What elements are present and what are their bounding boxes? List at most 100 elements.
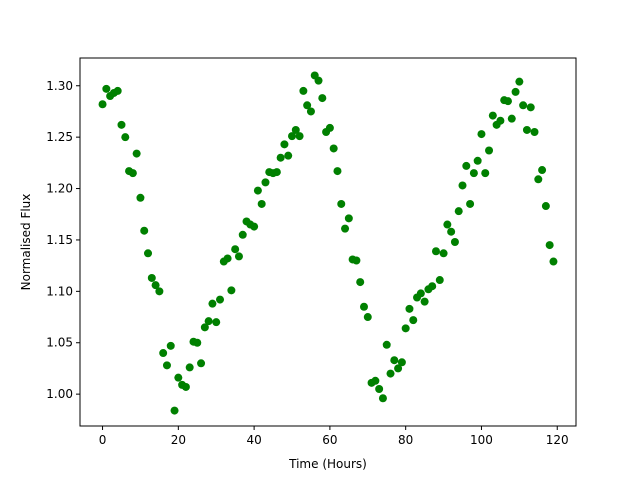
point	[113, 86, 122, 95]
point	[174, 373, 183, 382]
point	[295, 132, 304, 141]
point	[352, 256, 361, 265]
point	[405, 304, 414, 313]
point	[234, 252, 243, 261]
point	[394, 364, 403, 373]
point	[507, 114, 516, 123]
point	[250, 222, 259, 231]
point	[155, 287, 164, 296]
point	[458, 181, 467, 190]
point	[526, 103, 535, 112]
point	[431, 247, 440, 256]
point	[549, 257, 558, 266]
x-tick-label: 0	[99, 433, 107, 447]
point	[121, 133, 130, 142]
point	[291, 125, 300, 134]
point	[390, 356, 399, 365]
x-tick-label: 80	[398, 433, 413, 447]
point	[503, 97, 512, 106]
point	[288, 132, 297, 141]
y-tick-label: 1.20	[46, 182, 73, 196]
point	[356, 278, 365, 287]
point	[378, 394, 387, 403]
point	[140, 226, 149, 235]
point	[469, 169, 478, 178]
plot-frame	[79, 57, 577, 427]
point	[450, 238, 459, 246]
point	[443, 220, 452, 229]
point	[329, 144, 338, 153]
point	[488, 111, 497, 120]
y-tick-label: 1.15	[46, 233, 73, 247]
x-tick-label: 100	[470, 433, 493, 447]
point	[344, 214, 353, 223]
point	[231, 245, 240, 254]
point	[102, 84, 111, 93]
x-axis-label: Time (Hours)	[288, 457, 367, 471]
point	[144, 249, 153, 258]
point	[257, 199, 266, 208]
point	[162, 361, 171, 370]
point	[238, 230, 247, 239]
point	[272, 168, 281, 177]
point	[416, 289, 425, 298]
point	[306, 107, 315, 116]
point	[197, 359, 206, 368]
point	[466, 199, 475, 208]
point	[253, 186, 262, 195]
point	[454, 207, 463, 216]
point	[333, 167, 342, 176]
point	[481, 169, 490, 178]
point	[375, 384, 384, 393]
point	[170, 406, 179, 415]
point	[447, 227, 456, 236]
x-tick-label: 40	[246, 433, 261, 447]
y-tick-label: 1.05	[46, 336, 73, 350]
point	[223, 254, 232, 263]
point	[420, 297, 429, 306]
point	[117, 120, 126, 129]
point	[284, 151, 293, 160]
point	[212, 318, 221, 327]
y-axis-label: Normalised Flux	[19, 194, 33, 291]
x-tick-label: 20	[171, 433, 186, 447]
point	[477, 130, 486, 139]
point	[216, 295, 225, 304]
point	[200, 323, 209, 332]
point	[299, 86, 308, 95]
point	[462, 161, 471, 170]
x-tick-label: 120	[546, 433, 569, 447]
point	[193, 338, 202, 347]
point	[359, 302, 368, 311]
point	[534, 175, 543, 184]
point	[511, 87, 520, 96]
point	[428, 282, 437, 291]
point	[280, 140, 289, 149]
point	[337, 199, 346, 208]
point	[541, 202, 550, 211]
point	[530, 128, 539, 137]
point	[204, 317, 213, 326]
y-tick-label: 1.10	[46, 284, 73, 298]
y-tick-label: 1.25	[46, 130, 73, 144]
point	[485, 146, 494, 155]
point	[473, 156, 482, 165]
point	[98, 100, 107, 109]
point	[166, 341, 175, 350]
point	[208, 299, 217, 308]
point	[128, 169, 137, 178]
point	[314, 76, 323, 85]
point	[341, 224, 350, 233]
point	[397, 358, 406, 367]
point	[409, 316, 418, 325]
point	[147, 273, 156, 282]
point	[159, 349, 168, 358]
point	[363, 313, 372, 322]
point	[318, 94, 327, 103]
point	[522, 125, 531, 134]
point	[136, 193, 145, 202]
point	[303, 101, 312, 110]
point	[496, 116, 505, 125]
